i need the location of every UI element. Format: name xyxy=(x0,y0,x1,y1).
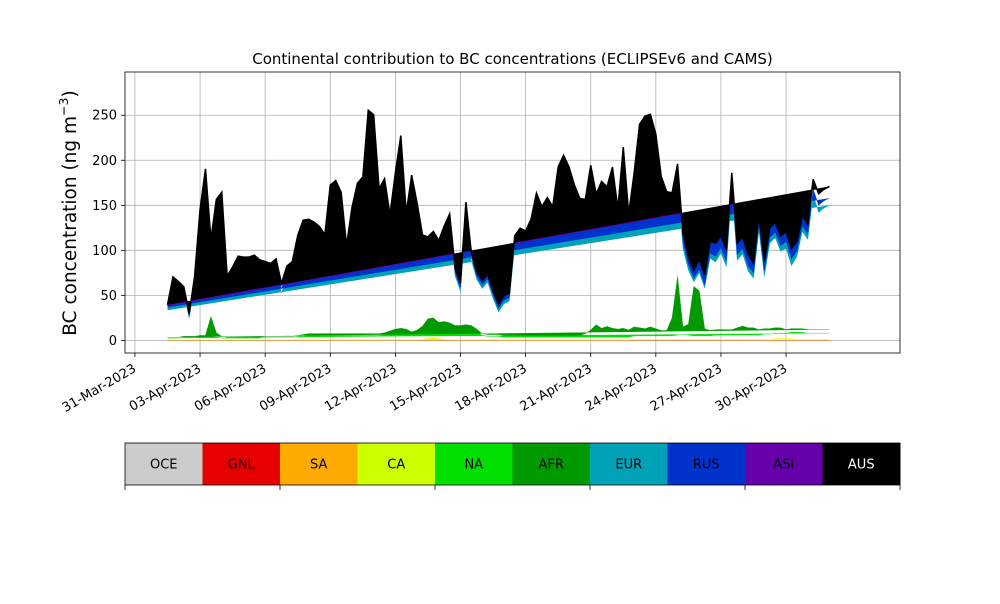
area-afr xyxy=(167,276,830,338)
colorbar-label: ASI xyxy=(773,458,794,473)
x-tick-label: 18-Apr-2023 xyxy=(452,361,529,414)
y-tick-label: 250 xyxy=(92,109,117,124)
colorbar-label: SA xyxy=(310,458,327,473)
colorbar: OCE GNL SA CA NA AFR EUR RUS ASI AUS xyxy=(124,442,901,490)
colorbar-label: EUR xyxy=(615,458,642,473)
x-tick-label: 30-Apr-2023 xyxy=(713,361,790,414)
x-tick-label: 21-Apr-2023 xyxy=(518,361,595,414)
colorbar-swatch-na xyxy=(435,443,513,485)
y-tick-label: 0 xyxy=(109,334,117,349)
colorbar-label: OCE xyxy=(150,458,178,473)
colorbar-swatch-oce xyxy=(125,443,203,485)
colorbar-label: GNL xyxy=(228,458,256,473)
axes: 0 50 100 150 200 250 31-Mar-202303-Apr-202306-… xyxy=(60,71,901,416)
x-tick-label: 15-Apr-2023 xyxy=(387,361,464,414)
colorbar-swatch-eur xyxy=(590,443,668,485)
y-tick-label: 150 xyxy=(92,199,117,214)
x-tick-label: 31-Mar-2023 xyxy=(60,361,139,415)
x-tick-label: 09-Apr-2023 xyxy=(257,361,334,414)
x-tick-label: 03-Apr-2023 xyxy=(127,361,204,414)
y-axis-label-close: ) xyxy=(60,90,81,97)
area-na xyxy=(167,321,830,339)
colorbar-swatch-gnl xyxy=(202,443,281,485)
y-axis-label-text: BC concentration (ng m xyxy=(60,116,81,336)
y-axis-label-exponent: −3 xyxy=(56,98,71,116)
colorbar-swatch-sa xyxy=(280,443,358,485)
colorbar-label: AUS xyxy=(848,458,875,473)
colorbar-swatch-aus xyxy=(822,443,901,485)
colorbar-label: AFR xyxy=(539,458,564,473)
y-axis-label: BC concentration (ng m−3) xyxy=(56,90,81,335)
y-tick-label: 100 xyxy=(92,244,117,259)
axes-frame xyxy=(124,71,901,354)
total-line xyxy=(166,108,830,314)
x-tick-label: 12-Apr-2023 xyxy=(322,361,399,414)
colorbar-frame xyxy=(124,442,901,486)
x-tick-label: 06-Apr-2023 xyxy=(192,361,269,414)
x-tick-label: 27-Apr-2023 xyxy=(648,361,725,414)
y-tick-label: 50 xyxy=(100,289,117,304)
colorbar-label: NA xyxy=(464,458,483,473)
colorbar-swatch-asi xyxy=(745,443,823,485)
x-tick-label: 24-Apr-2023 xyxy=(583,361,660,414)
colorbar-label: RUS xyxy=(693,458,720,473)
y-tick-label: 200 xyxy=(92,154,117,169)
colorbar-label: CA xyxy=(387,458,405,473)
colorbar-swatch-rus xyxy=(667,443,746,485)
area-ca xyxy=(167,337,830,341)
chart-title: Continental contribution to BC concentra… xyxy=(252,50,773,68)
stacked-areas xyxy=(166,108,830,341)
colorbar-swatch-ca xyxy=(357,443,436,485)
colorbar-swatch-afr xyxy=(512,443,591,485)
